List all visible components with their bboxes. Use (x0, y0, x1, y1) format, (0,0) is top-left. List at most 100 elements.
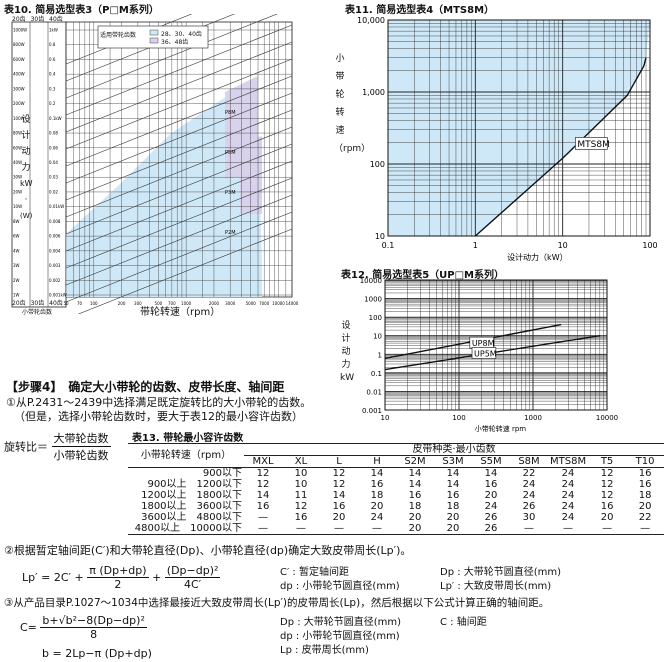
table10-top-scale-label: 40齿 (49, 16, 63, 23)
table13-col-header: T10 (626, 455, 665, 468)
table10-inner-tick: 0.8 (49, 42, 56, 47)
table10-ylabel-char: kW (20, 179, 33, 188)
table13-value-cell: 24 (522, 490, 536, 501)
step4-title: 【步骤4】 确定大小带轮的齿数、皮带长度、轴间距 (6, 380, 285, 394)
table13-value-cell: 20 (332, 512, 346, 523)
table10-xlabel: 带轮转速（rpm） (140, 307, 221, 318)
table10-x-tick: 3000 (225, 301, 236, 306)
table12-y-tick: 10000 (360, 277, 382, 285)
table13-value-cell: — (358, 523, 396, 535)
b-formula: b = 2Lp−π (Dp+dp) (42, 647, 152, 660)
table10-x-tick: 5000 (246, 301, 257, 306)
table12-x-tick: 1000 (524, 414, 542, 422)
table10-x-tick: 700 (168, 301, 176, 306)
table13-row: 1200以上 1800以下 14 11 14 18 16 16 20 24 24 12 18 (128, 490, 664, 501)
table10-bottom-scale-label: 40齿 (49, 300, 63, 307)
table10-x-tick: 500 (155, 301, 163, 306)
table11-series-label: MTS8M (577, 140, 609, 150)
table11-fill-region (388, 20, 650, 236)
table13-value-cell: — (282, 523, 320, 535)
table13-value-cell: 18 (408, 501, 422, 512)
table11-x-tick: 1 (473, 241, 478, 250)
table10-diagonal (65, 109, 293, 201)
table10-ylabel-char: 设 (21, 115, 31, 125)
table12-y-tick: 100 (369, 314, 382, 322)
table13-value-cell: 26 (522, 501, 536, 512)
table10-x-tick: 10000 (272, 301, 285, 306)
table13-value-cell: 10 (294, 468, 308, 479)
table10-inner-tick: 0.2 (49, 101, 56, 106)
lp-symbols-2: Dp : 大带轮节圆直径(mm) Lp′ : 大致皮带周长(mm) (440, 566, 561, 594)
table13-value-cell: 24 (561, 479, 575, 490)
table13-value-cell: 14 (256, 490, 270, 501)
table13-value-cell: 12 (332, 468, 346, 479)
table13-value-cell: 24 (561, 490, 575, 501)
step4-p3: ②根据暂定轴间距(C′)和大带轮直径(Dp)、小带轮直径(dp)确定大致皮带周长… (4, 544, 412, 557)
table10-top-scale-label: 30齿 (30, 16, 45, 23)
table13-value-cell: 18 (446, 501, 460, 512)
lp-f2-num: (Dp−dp)² (164, 564, 221, 578)
table13-col-header: XL (282, 455, 320, 468)
table12-ylabel-text: 设计动力kW (340, 321, 355, 383)
table11-y-tick: 10,000 (357, 16, 385, 25)
table10-left-tick: 6W (13, 234, 20, 239)
table13-value-cell: 14 (408, 468, 422, 479)
lp-symbols-1: C′ : 暂定轴间距 dp : 小带轮节圆直径(mm) (280, 566, 400, 594)
table13-value-cell: 14 (446, 468, 460, 479)
table13-value-cell: — (626, 523, 665, 535)
table11-y-tick: 1,000 (362, 88, 385, 97)
table13-row: 1800以上 3600以下 16 12 16 20 18 18 24 26 24 16 20 (128, 501, 664, 512)
table10-left-tick: 40W (13, 160, 22, 165)
table10-left-tick: 80W (13, 131, 22, 136)
sym-dp-large: Dp : 大带轮节圆直径(mm) (440, 567, 562, 578)
c-formula: C= b+√b²−8(Dp−dp)² 8 (20, 614, 147, 641)
table13-value-cell: 20 (434, 523, 472, 535)
table13-speed-cell: 4800以上 10000以下 (128, 523, 244, 535)
table10-x-tick: 7000 (259, 301, 270, 306)
table13-value-cell: 14 (332, 490, 346, 501)
table13-value-cell: 26 (484, 512, 498, 523)
table10-left-tick: 8W (13, 219, 20, 224)
table13-value-cell: 24 (484, 501, 498, 512)
step4-p2: （但是，选择小带轮齿数时，要大于表12的最小容许齿数） (14, 410, 303, 423)
c-lhs: C= (20, 621, 37, 634)
table13-value-cell: 12 (332, 479, 346, 490)
table10-x-tick: 50 (63, 301, 69, 306)
table13-value-cell: 16 (256, 501, 270, 512)
table12-x-tick: 10000 (596, 414, 618, 422)
table13-value-cell: 16 (484, 479, 498, 490)
table12-y-tick: 0.1 (371, 370, 382, 378)
table10-inner-tick: 0.002 (49, 278, 61, 283)
table13-value-cell: 12 (600, 490, 614, 501)
table10-x-tick: 2000 (209, 301, 220, 306)
table13-speed-cell: 900以下 (202, 468, 242, 479)
table13-value-cell: 24 (561, 501, 575, 512)
step4-p4: ③从产品目录P.1027～1034中选择最接近大致皮带周长(Lp′)的皮带周长(… (4, 597, 550, 609)
table13-col-header: MTS8M (548, 455, 589, 468)
table10-series-label: P8M (225, 110, 236, 116)
table13-value-cell: 18 (370, 490, 384, 501)
ratio-denominator: 小带轮齿数 (53, 449, 109, 462)
table10-series-label: P5M (225, 150, 236, 156)
step4-p1: ①从P.2431～2439中选择满足既定旋转比的大小带轮的齿数。 (6, 396, 312, 409)
table10-inner-tick: 0.003 (49, 263, 61, 268)
table12-series-label-box (471, 347, 497, 359)
table13-value-cell: 12 (256, 468, 270, 479)
table10-inner-tick: 0.4 (49, 72, 56, 77)
lp-f2-den: 4C′ (184, 578, 202, 591)
table10-inner-tick: 0.008 (49, 219, 61, 224)
table10-ylabel-char: 动 (21, 147, 31, 157)
table12-series-label: UP5M (474, 350, 497, 359)
table13-value-cell: 24 (561, 468, 575, 479)
table10-legend-item: 36、48齿 (161, 39, 189, 46)
table13-value-cell: 24 (561, 512, 575, 523)
table10-diagonal (77, 228, 293, 314)
table11-series-label-box (575, 137, 608, 150)
c-den: 8 (90, 628, 98, 641)
table11-x-tick: 0.1 (382, 241, 395, 250)
c-num: b+√b²−8(Dp−dp)² (40, 614, 147, 628)
sym-lp: Lp : 皮带周长(mm) (280, 645, 369, 656)
table13-value-cell: 12 (600, 468, 614, 479)
table10-inner-tick: 1kW (49, 28, 58, 33)
table13-type-header: 皮带种类·最小齿数 (244, 443, 665, 456)
